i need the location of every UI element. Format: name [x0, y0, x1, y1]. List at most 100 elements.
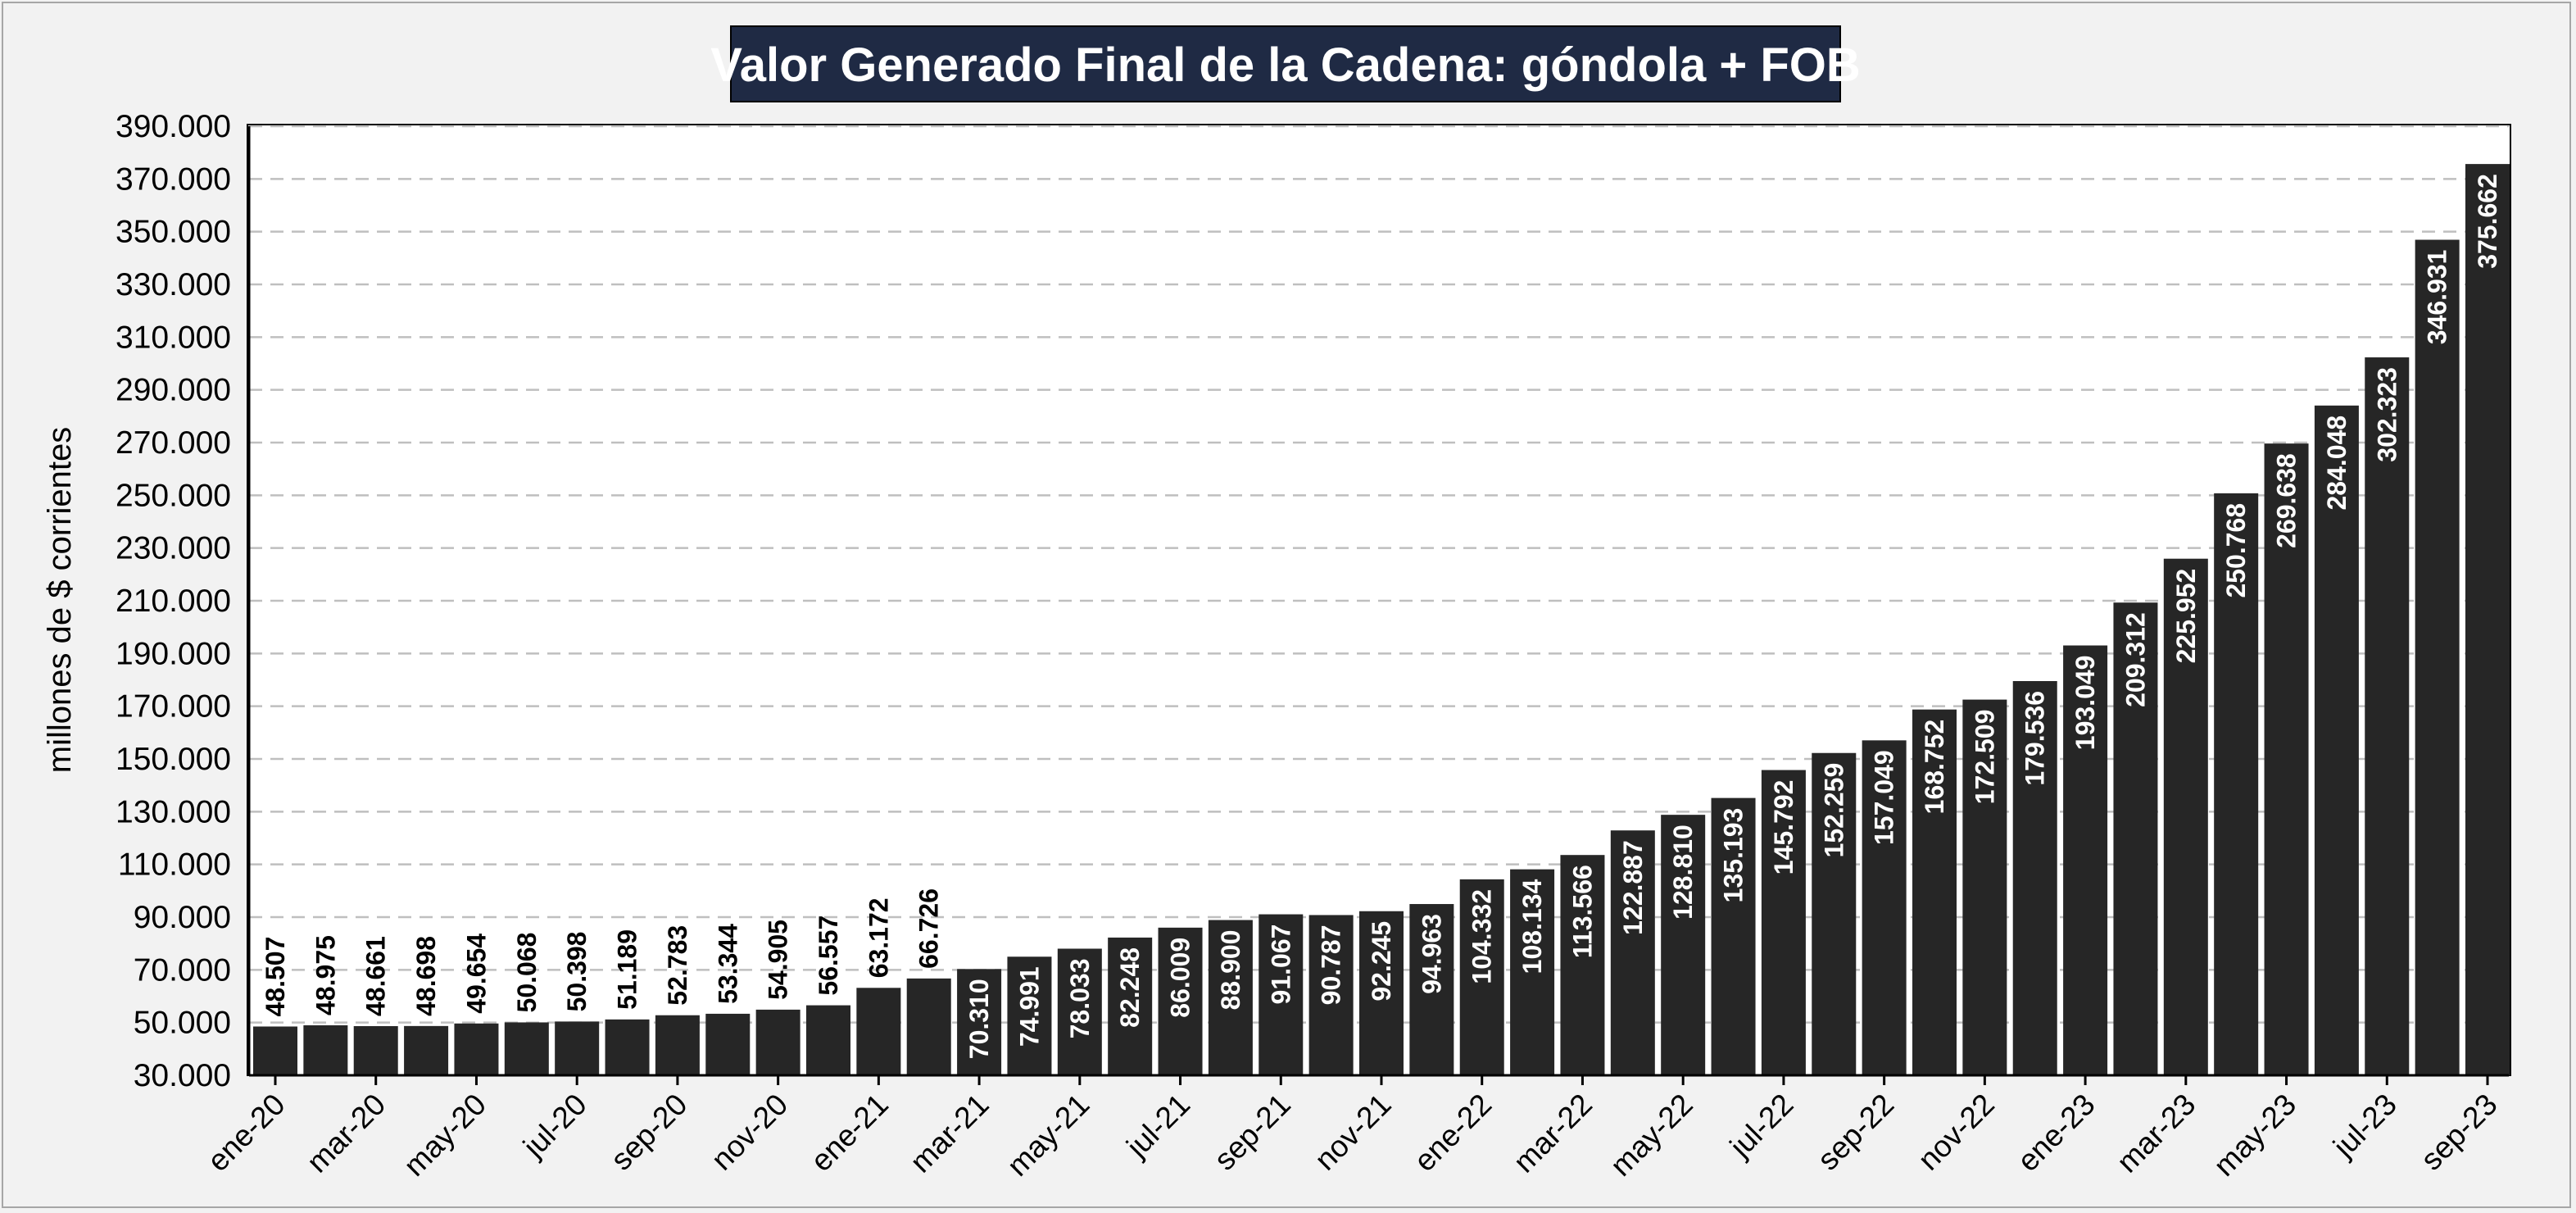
x-tick-label: jul-22	[1723, 1088, 1800, 1165]
bar	[1158, 927, 1203, 1075]
x-tick-label: sep-20	[605, 1088, 694, 1177]
bar	[303, 1024, 348, 1075]
y-tick-label: 170.000	[116, 689, 231, 725]
bar	[906, 978, 951, 1075]
data-label: 86.009	[1166, 938, 1195, 1018]
x-tick-label: ene-22	[1408, 1088, 1498, 1178]
data-label: 135.193	[1719, 808, 1748, 903]
data-label: 50.068	[512, 933, 542, 1013]
data-label: 104.332	[1467, 889, 1497, 984]
bar	[1108, 937, 1153, 1075]
data-label: 53.344	[713, 924, 742, 1004]
bar	[2365, 357, 2410, 1075]
bar	[1359, 911, 1404, 1075]
bar	[253, 1026, 297, 1075]
bar	[705, 1013, 751, 1075]
bar	[1409, 904, 1454, 1075]
bar	[2264, 443, 2309, 1075]
x-tick-label: mar-20	[301, 1088, 392, 1179]
data-label: 50.398	[562, 932, 592, 1012]
bar	[1459, 879, 1504, 1075]
data-label: 48.661	[361, 936, 391, 1016]
data-label: 225.952	[2171, 569, 2201, 664]
y-tick-label: 250.000	[116, 478, 231, 513]
data-label: 122.887	[1618, 840, 1648, 935]
data-labels: 48.507 48.975 48.661 48.698 49.654 50.068 50.3…	[261, 174, 2502, 1059]
bar	[1711, 797, 1756, 1075]
x-tick-label: mar-21	[904, 1088, 995, 1179]
bar	[1510, 869, 1555, 1075]
bar	[1057, 948, 1102, 1075]
data-label: 82.248	[1115, 947, 1145, 1028]
bar	[2163, 558, 2208, 1075]
data-label: 172.509	[1970, 710, 1999, 805]
bar	[2214, 493, 2259, 1075]
bar	[1912, 709, 1957, 1075]
data-label: 113.566	[1567, 865, 1597, 958]
bar	[1862, 740, 1907, 1075]
y-tick-label: 270.000	[116, 425, 231, 461]
data-label: 56.557	[814, 915, 843, 996]
x-tick-label: ene-21	[805, 1088, 895, 1178]
x-tick-label: ene-23	[2011, 1088, 2101, 1178]
bar	[404, 1025, 449, 1075]
y-tick-label: 290.000	[116, 373, 231, 408]
x-tick-label: may-22	[1604, 1088, 1699, 1183]
x-tick-label: jul-20	[516, 1088, 593, 1165]
data-label: 346.931	[2423, 250, 2452, 345]
bar	[2465, 164, 2510, 1075]
x-axis-ticks: ene-20 mar-20 may-20 jul-20 sep-20 nov-20 ene-…	[201, 1075, 2504, 1183]
bar	[2415, 239, 2460, 1076]
x-tick-label: sep-23	[2415, 1088, 2504, 1177]
data-label: 193.049	[2070, 656, 2100, 751]
bar	[1208, 920, 1253, 1075]
bar	[1761, 770, 1806, 1075]
chart-title-box	[730, 25, 1841, 102]
y-tick-label: 110.000	[118, 847, 231, 883]
data-label: 52.783	[663, 925, 692, 1006]
bar	[1560, 855, 1605, 1075]
bar	[353, 1025, 398, 1075]
data-label: 49.654	[461, 934, 491, 1014]
bar	[1308, 915, 1354, 1075]
data-label: 92.245	[1367, 921, 1396, 1002]
data-label: 48.975	[311, 935, 340, 1015]
y-axis-ticks: 30.000 50.000 70.000 90.000 110.000 130.000 15…	[116, 109, 231, 1093]
bars	[253, 164, 2510, 1076]
y-tick-label: 130.000	[116, 794, 231, 829]
data-label: 128.810	[1668, 825, 1698, 920]
data-label: 157.049	[1870, 750, 1899, 845]
bar	[555, 1021, 600, 1075]
x-tick-label: sep-21	[1208, 1088, 1297, 1177]
bar	[2113, 602, 2158, 1075]
data-label: 269.638	[2272, 453, 2302, 548]
x-tick-label: ene-20	[201, 1088, 291, 1178]
y-tick-label: 390.000	[116, 109, 231, 144]
y-tick-label: 350.000	[116, 215, 231, 250]
bar	[1007, 956, 1052, 1075]
y-tick-label: 150.000	[116, 742, 231, 777]
data-label: 91.067	[1266, 925, 1295, 1005]
bar	[957, 969, 1002, 1075]
data-label: 70.310	[964, 979, 994, 1059]
y-tick-label: 190.000	[116, 636, 231, 671]
x-tick-label: mar-22	[1507, 1088, 1599, 1179]
bar	[1259, 914, 1304, 1075]
data-label: 375.662	[2473, 174, 2502, 269]
data-label: 94.963	[1417, 914, 1446, 994]
y-axis-label: millones de $ corrientes	[42, 427, 78, 773]
y-tick-label: 370.000	[116, 161, 231, 197]
bar	[504, 1022, 549, 1075]
bar	[1661, 815, 1706, 1075]
x-tick-label: nov-22	[1912, 1088, 2001, 1177]
data-label: 48.507	[261, 937, 290, 1017]
data-label: 284.048	[2322, 416, 2352, 511]
x-tick-label: mar-23	[2111, 1088, 2202, 1179]
data-label: 78.033	[1065, 958, 1095, 1038]
bar-chart: Valor Generado Final de la Cadena: góndo…	[42, 25, 2511, 1183]
bar	[605, 1019, 650, 1075]
x-tick-label: nov-21	[1308, 1088, 1398, 1177]
bar	[2012, 680, 2057, 1075]
bar	[2314, 405, 2359, 1075]
